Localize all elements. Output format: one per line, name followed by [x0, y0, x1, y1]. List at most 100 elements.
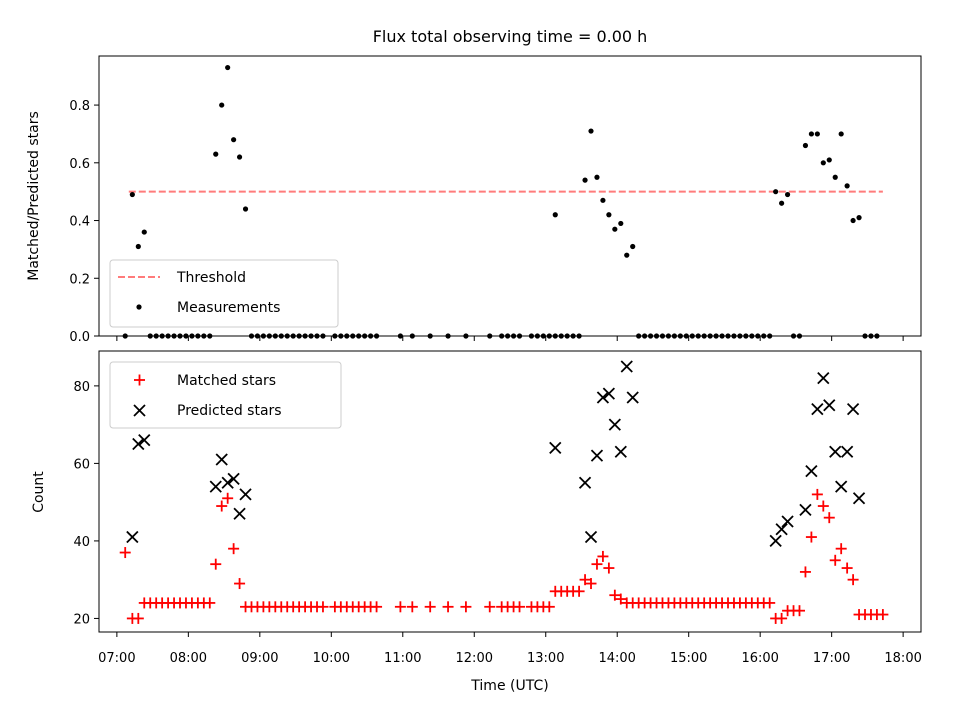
matched-star-point [799, 566, 811, 578]
top-x-ticks [116, 336, 904, 341]
predicted-star-point [781, 515, 794, 528]
measurement-point [838, 131, 844, 137]
predicted-star-point [227, 472, 240, 486]
top-y-tick-label: 0.8 [69, 99, 90, 114]
matched-star-point [210, 558, 222, 570]
matched-stars-legend-label: Matched stars [177, 373, 276, 389]
predicted-stars-legend-swatch [133, 404, 146, 417]
bottom-x-tick-label: 11:00 [384, 651, 421, 666]
predicted-star-point [126, 530, 139, 544]
matched-star-point [222, 492, 234, 504]
matched-star-point [591, 558, 603, 570]
bottom-y-axis-label: Count [31, 471, 47, 513]
matched-star-point [317, 601, 329, 613]
measurement-point [802, 142, 809, 149]
bottom-x-tick-label: 09:00 [241, 651, 278, 666]
matched-star-point [543, 601, 555, 613]
matched-star-point [228, 543, 240, 555]
matched-star-point [793, 605, 805, 617]
matched-star-point [132, 612, 144, 624]
bottom-x-tick-label: 14:00 [598, 651, 635, 666]
bottom-legend: Matched stars Predicted stars [109, 361, 342, 429]
measurement-point [618, 220, 624, 227]
measurement-point [129, 191, 135, 198]
top-y-tick-label: 0.6 [69, 157, 90, 172]
matched-star-point [234, 578, 246, 590]
predicted-star-point [775, 523, 788, 536]
bottom-x-tick-label: 13:00 [527, 651, 564, 666]
matched-star-point [460, 601, 472, 613]
matched-star-point [585, 578, 597, 590]
top-legend: Threshold Measurements [109, 259, 339, 328]
matched-star-point [841, 562, 853, 574]
measurement-point [600, 197, 606, 203]
predicted-star-point [590, 449, 604, 462]
predicted-star-point [578, 476, 592, 489]
matched-star-point [442, 601, 454, 613]
matched-star-point [406, 601, 418, 613]
bottom-x-tick-label: 15:00 [670, 651, 707, 666]
measurements-legend-label: Measurements [177, 300, 280, 316]
measurement-point [814, 131, 820, 137]
bottom-x-tick-label: 10:00 [313, 651, 350, 666]
matched-star-point [484, 601, 496, 613]
predicted-star-point [823, 399, 836, 412]
measurement-point [826, 157, 832, 163]
predicted-star-point [769, 534, 782, 548]
predicted-star-point [209, 480, 222, 493]
matched-star-point [514, 601, 526, 613]
top-y-ticks: 0.0 0.2 0.4 0.6 0.8 [69, 99, 99, 345]
matched-star-point [216, 500, 228, 512]
matched-star-point [603, 562, 615, 574]
measurement-point [242, 206, 249, 212]
predicted-star-point [829, 445, 842, 458]
bottom-x-tick-label: 16:00 [741, 651, 778, 666]
bottom-x-tick-label: 12:00 [456, 651, 493, 666]
measurement-point [850, 217, 856, 224]
matched-star-point [579, 574, 591, 586]
matched-star-point [829, 554, 841, 566]
bottom-axes-frame [98, 350, 922, 633]
predicted-star-point [221, 476, 234, 489]
predicted-star-point [138, 434, 151, 447]
matched-star-point [823, 512, 835, 524]
predicted-star-point [602, 387, 616, 400]
measurement-point [773, 189, 779, 195]
bottom-legend-box [109, 361, 342, 429]
matched-star-point [394, 601, 406, 613]
bottom-x-tick-label: 08:00 [170, 651, 207, 666]
measurement-point [552, 212, 558, 218]
matched-star-point [811, 488, 823, 500]
bottom-y-ticks: 20 40 60 80 [73, 380, 99, 627]
predicted-star-point [799, 503, 812, 517]
measurement-point [784, 191, 791, 198]
measurement-point [219, 102, 225, 108]
matched-star-point [817, 500, 829, 512]
bottom-x-ticks: 07:00 08:00 09:00 10:00 11:00 12:00 13:00 14:00… [98, 632, 922, 666]
matched-star-point [597, 550, 609, 562]
chart-title: Flux total observing time = 0.00 h [373, 27, 648, 46]
top-plot-area [122, 64, 883, 339]
measurement-point [225, 64, 231, 71]
x-axis-label: Time (UTC) [470, 678, 548, 694]
matched-star-point [119, 547, 131, 559]
matched-star-point [609, 589, 621, 601]
predicted-star-point [817, 371, 830, 385]
threshold-legend-label: Threshold [176, 270, 246, 286]
predicted-star-point [841, 445, 854, 458]
measurement-point [606, 212, 612, 218]
predicted-star-point [614, 445, 627, 458]
top-legend-box [109, 259, 339, 328]
predicted-star-point [805, 465, 818, 478]
measurement-point [141, 229, 147, 235]
measurements-legend-swatch [136, 304, 142, 310]
predicted-star-point [132, 437, 145, 451]
bottom-y-tick-label: 40 [73, 535, 90, 550]
bottom-y-tick-label: 80 [73, 380, 90, 395]
matched-star-point [424, 601, 436, 613]
matched-star-point [805, 531, 817, 543]
predicted-star-point [233, 507, 246, 520]
matched-star-point [776, 612, 788, 624]
matched-star-point [764, 597, 776, 609]
measurement-point [832, 174, 838, 180]
